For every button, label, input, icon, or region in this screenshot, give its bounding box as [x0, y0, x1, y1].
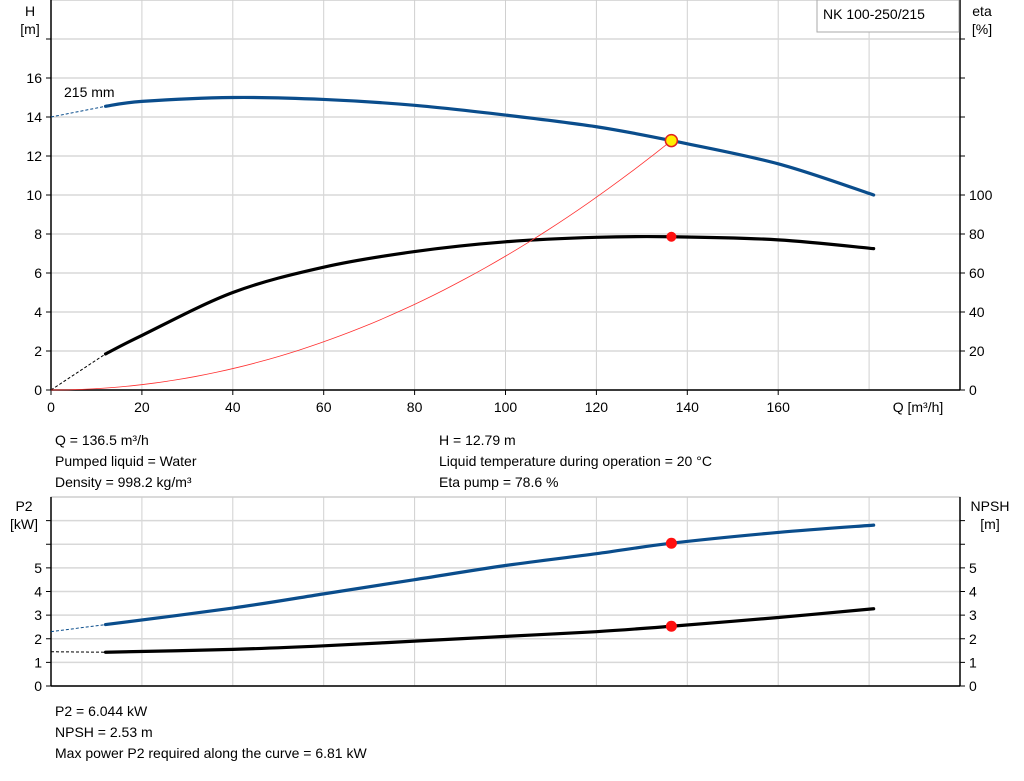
- y2-tick-label: 0: [969, 678, 977, 694]
- y-tick-label: 3: [34, 607, 42, 623]
- x-tick-label: 100: [494, 399, 518, 415]
- x-tick-label: 40: [225, 399, 241, 415]
- y-tick-label: 2: [34, 631, 42, 647]
- y2-tick-label: 100: [969, 187, 993, 203]
- p2-curve: [103, 523, 876, 627]
- info-density: Density = 998.2 kg/m³: [55, 474, 192, 490]
- y-tick-label: 14: [26, 109, 42, 125]
- y2-tick-label: 60: [969, 265, 985, 281]
- info-h: H = 12.79 m: [439, 432, 516, 448]
- h-extrapolation: [50, 105, 106, 118]
- x-tick-label: 60: [316, 399, 332, 415]
- h-curve: [103, 95, 876, 197]
- y2-tick-label: 2: [969, 631, 977, 647]
- y-tick-label: 10: [26, 187, 42, 203]
- y-axis-label: P2: [15, 498, 32, 514]
- y-tick-label: 0: [34, 678, 42, 694]
- info-temp: Liquid temperature during operation = 20…: [439, 453, 712, 469]
- y-tick-label: 1: [34, 654, 42, 670]
- x-tick-label: 160: [767, 399, 791, 415]
- y-tick-label: 12: [26, 148, 42, 164]
- info-max-power: Max power P2 required along the curve = …: [55, 745, 367, 761]
- duty-point: [664, 133, 679, 148]
- y2-tick-label: 1: [969, 654, 977, 670]
- x-tick-label: 120: [585, 399, 609, 415]
- y2-axis-unit: [%]: [972, 21, 992, 37]
- y-tick-label: 8: [34, 226, 42, 242]
- info-npsh: NPSH = 2.53 m: [55, 724, 153, 740]
- curve-label: 215 mm: [64, 84, 115, 100]
- x-tick-label: 140: [676, 399, 700, 415]
- x-tick-label: 0: [47, 399, 55, 415]
- y2-tick-label: 3: [969, 607, 977, 623]
- y-axis-unit: [kW]: [10, 516, 38, 532]
- y-tick-label: 0: [34, 382, 42, 398]
- y2-tick-label: 4: [969, 584, 977, 600]
- p2-extrapolation: [50, 624, 106, 633]
- system-curve: [50, 140, 672, 391]
- y-tick-label: 2: [34, 343, 42, 359]
- y-tick-label: 4: [34, 584, 42, 600]
- x-tick-label: 20: [134, 399, 150, 415]
- info-top-right: H = 12.79 m Liquid temperature during op…: [439, 430, 712, 493]
- eta-operating-point: [666, 231, 677, 242]
- info-liquid: Pumped liquid = Water: [55, 453, 197, 469]
- p2-operating-point: [665, 537, 677, 549]
- y-tick-label: 5: [34, 560, 42, 576]
- info-bottom: P2 = 6.044 kW NPSH = 2.53 m Max power P2…: [55, 701, 367, 764]
- title-box: [816, 0, 960, 33]
- y-axis-unit: [m]: [20, 21, 39, 37]
- y2-axis-unit: [m]: [980, 516, 999, 532]
- y-tick-label: 4: [34, 304, 42, 320]
- eta-curve: [103, 234, 876, 356]
- chart-title: NK 100-250/215: [823, 6, 925, 22]
- y-tick-label: 16: [26, 70, 42, 86]
- y2-tick-label: 0: [969, 382, 977, 398]
- y-tick-label: 6: [34, 265, 42, 281]
- y2-tick-label: 80: [969, 226, 985, 242]
- y2-axis-label: eta: [972, 3, 992, 19]
- npsh-operating-point: [665, 620, 677, 632]
- y2-tick-label: 40: [969, 304, 985, 320]
- info-q: Q = 136.5 m³/h: [55, 432, 149, 448]
- info-eta: Eta pump = 78.6 %: [439, 474, 559, 490]
- x-axis-label: Q [m³/h]: [893, 399, 944, 415]
- y2-tick-label: 20: [969, 343, 985, 359]
- info-p2: P2 = 6.044 kW: [55, 703, 148, 719]
- info-top-left: Q = 136.5 m³/h Pumped liquid = Water Den…: [55, 430, 197, 493]
- y2-axis-label: NPSH: [971, 498, 1010, 514]
- npsh-curve: [103, 607, 876, 654]
- y-axis-label: H: [25, 3, 35, 19]
- eta-extrapolation: [50, 353, 106, 391]
- x-tick-label: 80: [407, 399, 423, 415]
- y2-tick-label: 5: [969, 560, 977, 576]
